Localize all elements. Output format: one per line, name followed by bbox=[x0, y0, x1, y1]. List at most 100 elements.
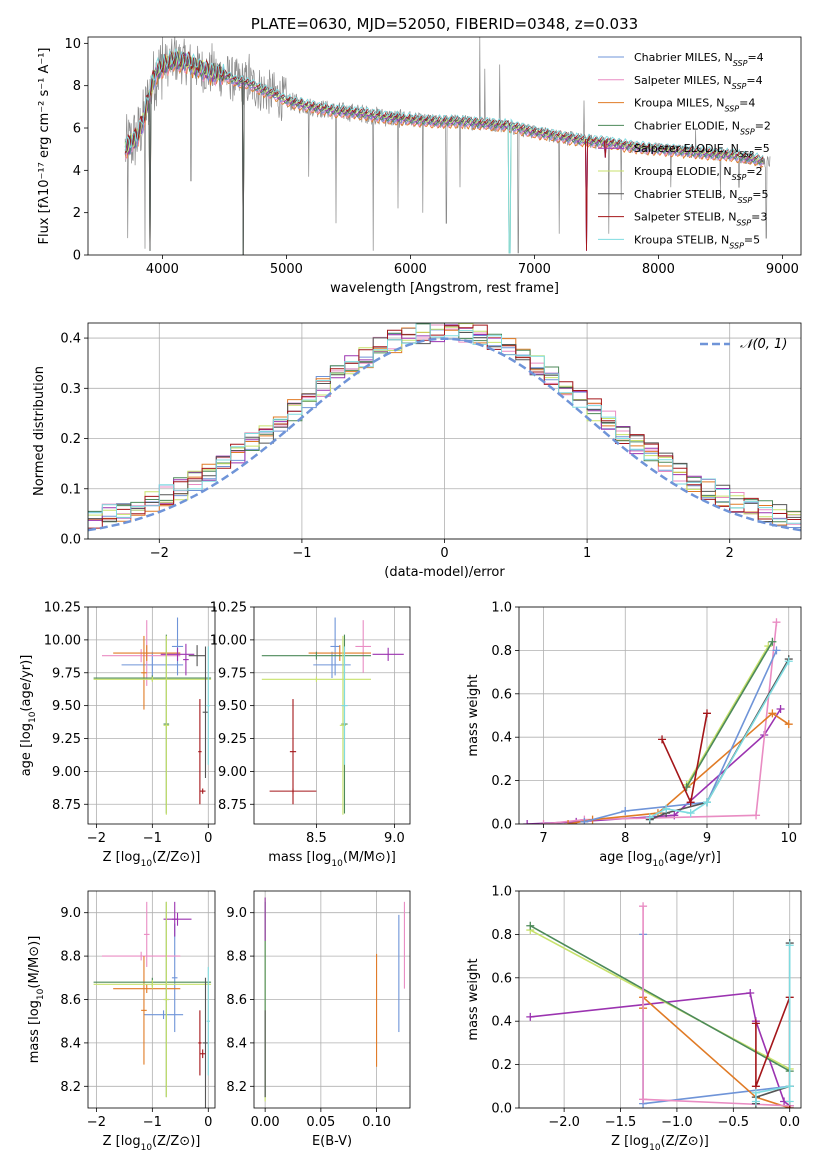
grid bbox=[88, 606, 215, 824]
error-bar bbox=[171, 617, 184, 676]
weight-line bbox=[543, 622, 778, 824]
x-tick-label: 0.0 bbox=[779, 1115, 800, 1130]
x-tick-label: 8 bbox=[621, 831, 629, 846]
x-tick-label: 0.10 bbox=[362, 1115, 391, 1130]
error-bar bbox=[141, 635, 147, 710]
y-tick-label: 0.4 bbox=[491, 731, 512, 746]
y-tick-label: 9.25 bbox=[218, 732, 247, 747]
weight-line bbox=[755, 945, 791, 1102]
axes-frame: −2 −1 0 1 2 0.0 0.1 0.2 0.3 0.4 (data-model)/error… bbox=[32, 322, 802, 580]
weight-marker bbox=[772, 618, 781, 627]
y-tick-label: 8.75 bbox=[218, 798, 247, 813]
model-spectrum-kroupa-stelib bbox=[124, 48, 764, 254]
weight-marker bbox=[580, 817, 589, 824]
weight-marker bbox=[751, 1088, 760, 1097]
x-tick-label: 5000 bbox=[270, 262, 303, 277]
error-bar bbox=[163, 635, 170, 815]
plot-area bbox=[88, 323, 801, 539]
weight-marker bbox=[751, 1019, 760, 1028]
weight-marker bbox=[752, 811, 761, 820]
x-tick-label: 2 bbox=[726, 546, 734, 561]
error-bar bbox=[199, 788, 206, 794]
x-tick-label: 8000 bbox=[642, 262, 675, 277]
y-tick-label: 2 bbox=[73, 206, 81, 221]
axes-border bbox=[518, 890, 802, 1109]
x-tick-label: −2 bbox=[87, 831, 106, 846]
axes-frame: 7 8 9 10 0.0 0.2 0.4 0.6 0.8 1.0 age [log10(age/yr… bbox=[466, 601, 802, 869]
y-axis-label: mass [log10(M/M⊙)] bbox=[27, 936, 46, 1064]
x-axis-label: Z [log10(Z/Z⊙)] bbox=[103, 850, 201, 869]
x-tick-label: 0.05 bbox=[306, 1115, 335, 1130]
plot-age_vs_Z: −2 −1 0 8.75 9.00 9.25 9.50 9.75 10.00 10.25 Z [lo… bbox=[19, 601, 216, 869]
y-tick-label: 9.75 bbox=[218, 666, 247, 681]
plot-residuals: −2 −1 0 1 2 0.0 0.1 0.2 0.3 0.4 (data-model)/error… bbox=[32, 322, 802, 580]
plot-area bbox=[264, 897, 405, 1102]
weight-series bbox=[523, 704, 785, 824]
normal-curve bbox=[88, 337, 801, 532]
plot-mass_vs_ebv: 0.00 0.05 0.10 8.2 8.4 8.6 8.8 9.0 E(B-V) bbox=[226, 890, 411, 1149]
axes-frame: 0.00 0.05 0.10 8.2 8.4 8.6 8.8 9.0 E(B-V) bbox=[226, 890, 411, 1149]
weight-marker bbox=[768, 709, 777, 718]
x-tick-label: 10 bbox=[780, 831, 797, 846]
error-bar bbox=[160, 647, 195, 661]
weight-line bbox=[649, 658, 790, 821]
error-bar bbox=[183, 643, 189, 676]
x-axis-label: Z [log10(Z/Z⊙)] bbox=[611, 1134, 709, 1153]
plot-area bbox=[124, 37, 771, 255]
y-tick-label: 0.0 bbox=[60, 533, 81, 548]
weight-marker bbox=[703, 798, 711, 807]
weight-marker bbox=[784, 720, 793, 729]
weight-marker bbox=[658, 735, 667, 744]
legend: Chabrier MILES, NSSP=4 Salpeter MILES, NS… bbox=[598, 51, 771, 250]
error-bar bbox=[188, 645, 206, 667]
error-bar bbox=[93, 676, 212, 682]
x-axis-label: mass [log10(M/M⊙)] bbox=[268, 850, 396, 869]
x-tick-label: −1.5 bbox=[605, 1115, 637, 1130]
plot-spectrum: 4000 5000 6000 7000 8000 9000 0 2 4 6 8 10 PLATE=063… bbox=[37, 15, 802, 296]
x-tick-label: −2 bbox=[87, 1115, 106, 1130]
weight-marker bbox=[785, 941, 794, 950]
weight-marker bbox=[785, 1082, 794, 1091]
x-tick-label: 4000 bbox=[146, 262, 179, 277]
weight-line bbox=[567, 712, 790, 824]
y-axis-label: mass weight bbox=[466, 958, 481, 1040]
error-bar bbox=[143, 901, 150, 967]
weight-line bbox=[755, 943, 791, 1104]
legend: 𝒩(0, 1) bbox=[700, 337, 787, 352]
axes-border bbox=[87, 322, 802, 540]
x-tick-label: 0 bbox=[204, 1115, 212, 1130]
weight-marker bbox=[768, 637, 777, 646]
legend-label: Salpeter ELODIE, NSSP=5 bbox=[634, 142, 770, 159]
y-tick-label: 10.00 bbox=[44, 633, 81, 648]
y-tick-label: 0.0 bbox=[491, 1102, 512, 1117]
weight-marker bbox=[746, 988, 755, 997]
weight-series bbox=[682, 637, 777, 792]
weight-line bbox=[529, 925, 791, 1072]
x-axis-label: age [log10(age/yr)] bbox=[599, 850, 721, 869]
axes-border bbox=[87, 606, 216, 825]
error-bar bbox=[198, 699, 202, 805]
plot-mass_vs_Z: −2 −1 0 8.2 8.4 8.6 8.8 9.0 Z [log10(Z/Z⊙)] mass … bbox=[27, 890, 216, 1153]
error-bar bbox=[202, 977, 209, 1108]
error-bar bbox=[198, 1010, 202, 1076]
error-bar bbox=[339, 635, 347, 815]
weight-line bbox=[685, 641, 774, 788]
y-tick-label: 1.0 bbox=[491, 601, 512, 616]
axes-frame: 4000 5000 6000 7000 8000 9000 0 2 4 6 8 10 PLATE=063… bbox=[37, 15, 802, 296]
y-tick-label: 0.8 bbox=[491, 644, 512, 659]
weight-series bbox=[645, 657, 793, 822]
y-tick-label: 0.2 bbox=[60, 432, 81, 447]
x-tick-label: 7 bbox=[539, 831, 547, 846]
legend-label: Chabrier ELODIE, NSSP=2 bbox=[634, 119, 771, 136]
y-tick-label: 9.0 bbox=[226, 906, 247, 921]
error-bar bbox=[341, 646, 348, 765]
y-tick-label: 0.6 bbox=[491, 687, 512, 702]
y-tick-label: 8.4 bbox=[226, 1036, 247, 1051]
y-tick-label: 9.50 bbox=[218, 699, 247, 714]
x-tick-label: −1.0 bbox=[661, 1115, 693, 1130]
y-tick-label: 8.75 bbox=[52, 798, 81, 813]
histogram-kroupa-stelib bbox=[88, 323, 801, 539]
grid bbox=[88, 891, 215, 1108]
x-tick-label: 8.5 bbox=[306, 831, 327, 846]
